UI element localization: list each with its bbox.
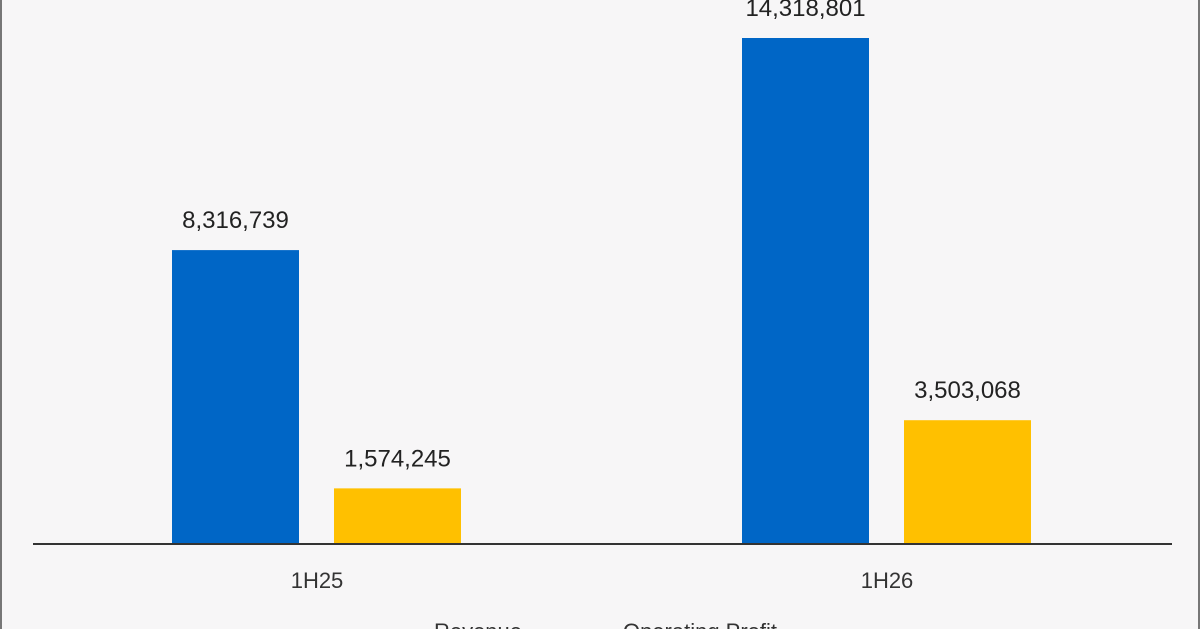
bar-operating-profit-1h26	[904, 420, 1031, 544]
value-label-operating-profit-1h25: 1,574,245	[344, 445, 451, 472]
category-label-1h26: 1H26	[861, 568, 914, 593]
frame-right-border	[1198, 0, 1200, 629]
bar-revenue-1h25	[172, 250, 299, 544]
bar-revenue-1h26	[742, 38, 869, 544]
frame-left-border	[0, 0, 2, 629]
bar-operating-profit-1h25	[334, 488, 461, 544]
legend-label-revenue: Revenue	[434, 619, 522, 629]
legend-label-operating-profit: Operating Profit	[623, 619, 777, 629]
value-label-operating-profit-1h26: 3,503,068	[914, 377, 1021, 404]
value-label-revenue-1h26: 14,318,801	[745, 0, 865, 22]
value-label-revenue-1h25: 8,316,739	[182, 207, 289, 234]
category-label-1h25: 1H25	[291, 568, 344, 593]
